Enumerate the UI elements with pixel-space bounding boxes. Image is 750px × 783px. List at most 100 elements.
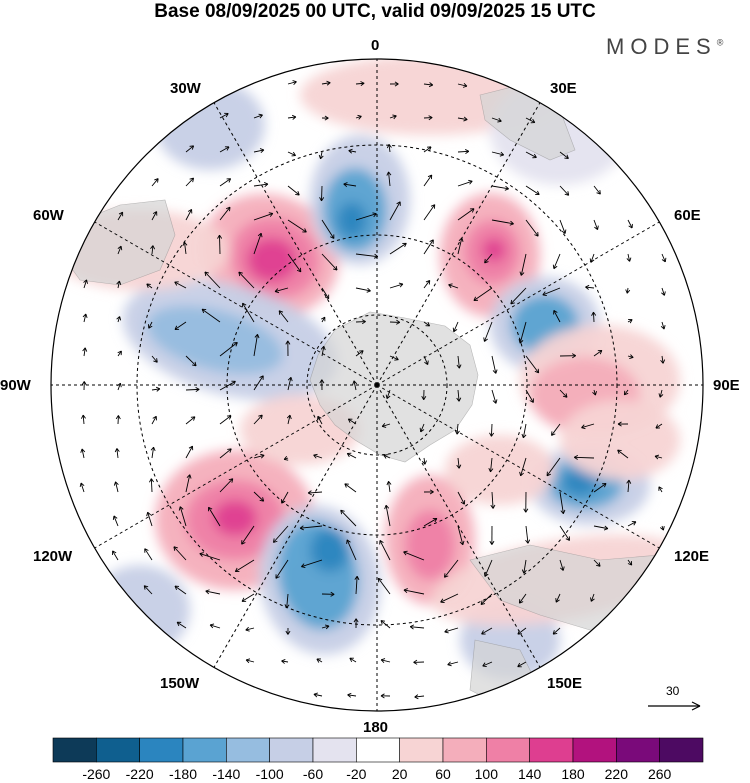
wind-arrow	[519, 253, 527, 276]
wind-arrow	[319, 185, 325, 202]
wind-arrow	[286, 414, 292, 425]
wind-arrow	[552, 627, 561, 635]
wind-arrow	[340, 509, 357, 527]
wind-arrow	[151, 178, 159, 187]
colorbar-tick-label: 20	[391, 766, 408, 782]
colorbar-swatch	[442, 737, 487, 763]
wind-arrow	[185, 177, 195, 187]
wind-arrow	[284, 593, 290, 609]
wind-arrow	[574, 454, 595, 460]
wind-arrow	[321, 624, 330, 630]
wind-arrow	[517, 661, 527, 668]
wind-arrow	[482, 661, 493, 668]
wind-arrow	[307, 490, 323, 496]
meridian-line	[376, 221, 660, 386]
wind-arrow	[403, 550, 425, 561]
wind-arrow	[456, 389, 462, 402]
colorbar-tick-label: 100	[474, 766, 499, 782]
reference-vector-label: 30	[666, 684, 680, 698]
wind-arrow	[151, 415, 157, 425]
wind-arrow	[627, 219, 633, 229]
wind-arrow	[483, 321, 493, 342]
wind-arrow	[593, 525, 609, 531]
colorbar-tick-label: -60	[302, 766, 324, 782]
wind-arrow	[559, 389, 568, 398]
wind-arrow	[355, 114, 362, 120]
wind-arrow	[287, 376, 293, 391]
wind-arrow	[383, 454, 391, 459]
wind-arrow	[253, 148, 265, 154]
wind-arrow	[546, 457, 561, 477]
wind-arrow	[414, 694, 425, 700]
wind-arrow	[585, 284, 595, 290]
wind-arrow	[313, 453, 323, 459]
colorbar-tick-label: -100	[255, 766, 284, 782]
lon-label-150w: 150W	[160, 675, 200, 692]
wind-arrow	[518, 593, 527, 604]
wind-arrow	[389, 355, 399, 361]
wind-arrow	[173, 546, 187, 561]
wind-arrow	[355, 287, 371, 293]
wind-arrow	[209, 623, 221, 629]
wind-arrow	[347, 692, 357, 698]
wind-arrow	[174, 321, 187, 330]
wind-arrow	[205, 589, 221, 595]
wind-arrow	[389, 201, 401, 221]
wind-arrow	[79, 482, 85, 493]
wind-arrow	[617, 421, 629, 427]
wind-arrow	[253, 212, 274, 221]
wind-arrow	[385, 389, 391, 399]
wind-arrow	[589, 253, 595, 263]
wind-arrow	[525, 151, 537, 159]
wind-arrow	[552, 253, 561, 270]
wind-arrow	[346, 452, 357, 459]
colorbar-tick-label: -220	[125, 766, 154, 782]
wind-arrow	[185, 355, 197, 367]
wind-arrow	[553, 310, 561, 323]
wind-arrow	[457, 82, 468, 88]
wind-arrow	[201, 308, 221, 323]
map-border	[50, 58, 704, 712]
wind-arrow	[409, 624, 425, 630]
wind-arrow	[182, 241, 188, 255]
wind-arrow	[151, 355, 158, 363]
colorbar-swatch	[182, 737, 227, 763]
wind-arrow	[626, 253, 632, 262]
colorbar-tick-label: 260	[647, 766, 672, 782]
wind-arrow	[321, 80, 331, 86]
wind-arrow	[581, 423, 595, 430]
graticule	[51, 59, 703, 711]
wind-arrow	[113, 481, 119, 493]
wind-arrow	[185, 416, 196, 425]
wind-arrow	[623, 389, 629, 396]
wind-arrow	[285, 627, 291, 635]
wind-arrow	[525, 389, 534, 403]
wind-arrow	[592, 389, 597, 396]
wind-arrow	[521, 423, 527, 439]
colorbar-tick-label: -20	[346, 766, 367, 782]
wind-arrow	[287, 185, 300, 196]
wind-arrow	[146, 511, 153, 527]
meridian-line	[376, 384, 660, 549]
anomaly-patch	[482, 238, 506, 262]
wind-arrow	[281, 491, 289, 504]
colorbar-swatch	[312, 737, 357, 763]
wind-arrow	[661, 253, 667, 263]
colorbar-swatch	[269, 737, 314, 763]
wind-arrow	[185, 445, 194, 459]
wind-arrow	[219, 478, 234, 493]
wind-arrow	[521, 559, 527, 574]
wind-arrow	[484, 253, 493, 264]
anomaly-patch	[146, 305, 284, 375]
wind-arrow	[525, 185, 540, 196]
colorbar-tick-label: 180	[561, 766, 585, 782]
wind-arrow	[457, 208, 475, 221]
wind-arrow	[278, 310, 289, 323]
anomaly-patch	[562, 468, 598, 496]
wind-arrow	[617, 449, 629, 459]
wind-arrow	[219, 380, 236, 391]
colorbar-tick-label: -260	[82, 766, 111, 782]
lon-label-30e: 30E	[550, 80, 577, 97]
wind-arrow	[352, 380, 358, 391]
wind-arrow	[355, 319, 366, 325]
